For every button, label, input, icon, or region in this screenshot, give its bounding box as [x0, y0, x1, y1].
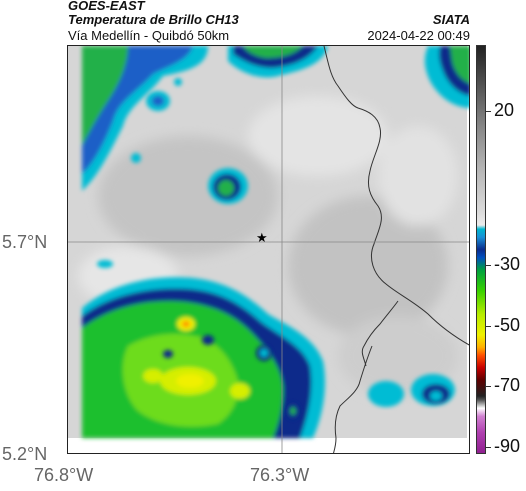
cloud-embedded-cells [163, 335, 300, 420]
location-marker-icon[interactable]: ★ [256, 230, 268, 245]
cloud-bottom-left-system [82, 277, 325, 438]
colorbar-label-m30: -30 [494, 254, 521, 274]
cloud-top-right [424, 46, 469, 108]
clear-area-bottom [68, 438, 469, 453]
lon-tick-76-8: 76.8°W [34, 465, 94, 485]
map-canvas [68, 46, 469, 453]
cb-tick-20 [486, 111, 491, 112]
temperature-colorbar [476, 45, 486, 454]
route-subtitle: Vía Medellín - Quibdó 50km [68, 28, 230, 43]
cloud-top-center [228, 46, 328, 78]
cb-tick-m70 [486, 386, 491, 387]
cb-tick-m50 [486, 326, 491, 327]
organization-label: SIATA [432, 12, 470, 27]
colorbar-label-m70: -70 [494, 375, 521, 395]
cloud-small-spots [97, 78, 182, 268]
satellite-name: GOES-EAST [68, 0, 145, 13]
cloud-top-left [82, 46, 208, 191]
satellite-map[interactable]: ★ [67, 45, 470, 454]
colorbar-label-m50: -50 [494, 315, 521, 335]
product-title: Temperatura de Brillo CH13 [68, 12, 239, 27]
cloud-center-cell [208, 168, 248, 204]
lon-tick-76-3: 76.3°W [250, 465, 310, 485]
cb-tick-m90 [486, 447, 491, 448]
timestamp: 2024-04-22 00:49 [367, 28, 470, 43]
clear-area-right [467, 46, 469, 453]
lat-tick-5-7: 5.7°N [2, 232, 48, 252]
cb-tick-m30 [486, 265, 491, 266]
cloud-bottom-right [368, 374, 455, 407]
colorbar-label-20: 20 [494, 100, 515, 120]
boundary-lines [323, 46, 469, 453]
lat-tick-5-2: 5.2°N [2, 444, 48, 464]
colorbar-label-m90: -90 [494, 436, 521, 456]
